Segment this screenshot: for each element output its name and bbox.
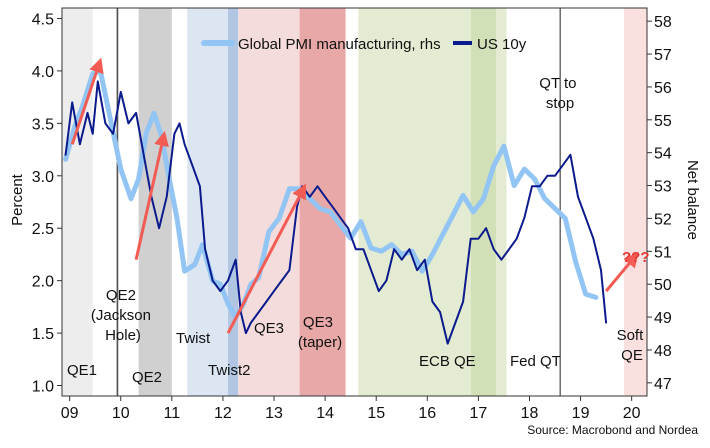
right-tick-label-11: 58 bbox=[654, 14, 672, 31]
period-band-0 bbox=[62, 8, 93, 396]
annotation-twist: Twist bbox=[176, 330, 211, 347]
trend-arrow-1 bbox=[134, 130, 169, 261]
left-tick-label-3: 2.5 bbox=[32, 221, 54, 238]
left-tick-label-2: 2.0 bbox=[32, 274, 54, 291]
left-tick-label-4: 3.0 bbox=[32, 169, 54, 186]
annotation-qe1: QE1 bbox=[67, 362, 97, 379]
period-band-6 bbox=[299, 8, 346, 396]
annotation-qt-to-stop: QT to stop bbox=[539, 75, 580, 112]
series-line-us-10y bbox=[64, 80, 608, 345]
annotation-ecb-qe: ECB QE bbox=[419, 353, 476, 370]
x-tick-label-7: 16 bbox=[418, 405, 436, 422]
trend-arrow-3 bbox=[604, 252, 639, 293]
x-tick-label-9: 18 bbox=[521, 405, 539, 422]
annotation-qe3: QE3 bbox=[254, 320, 284, 337]
x-tick-label-0: 09 bbox=[61, 405, 79, 422]
annotation-qe2: QE2 bbox=[132, 369, 162, 386]
right-tick-label-2: 49 bbox=[654, 310, 672, 327]
x-tick-label-8: 17 bbox=[469, 405, 487, 422]
right-tick-label-6: 53 bbox=[654, 179, 672, 196]
x-tick-label-3: 12 bbox=[214, 405, 232, 422]
annotation-qe2-jh-line3: Hole) bbox=[105, 327, 141, 344]
trend-arrow-0 bbox=[70, 57, 104, 145]
policy-period-bands bbox=[62, 8, 647, 396]
right-axis-label: Net balance bbox=[684, 160, 701, 240]
annotation-qe3-taper-line2: (taper) bbox=[298, 334, 342, 351]
x-tick-label-11: 20 bbox=[623, 405, 641, 422]
right-tick-label-7: 54 bbox=[654, 146, 672, 163]
left-tick-label-7: 4.5 bbox=[32, 11, 54, 28]
annotation-qe2-jh-line1: QE2 bbox=[106, 287, 136, 304]
period-band-2 bbox=[138, 8, 172, 396]
right-axis: 47 48 49 50 51 52 53 54 55 56 57 58 bbox=[647, 14, 672, 393]
annotation-qt-to-stop-line1: QT to bbox=[539, 75, 576, 92]
annotations: QE1 QE2 (Jackson Hole) QE2 Twist Twist2 … bbox=[67, 75, 650, 386]
annotation-soft-qe: Soft QE bbox=[617, 327, 648, 364]
annotation-fed-qt: Fed QT bbox=[510, 353, 561, 370]
x-tick-label-1: 10 bbox=[112, 405, 130, 422]
x-tick-label-2: 11 bbox=[164, 405, 181, 422]
annotation-soft-qe-line2: QE bbox=[621, 347, 643, 364]
series-lines bbox=[63, 68, 608, 345]
legend-label-us10y: US 10y bbox=[477, 36, 527, 53]
trend-arrow-2 bbox=[226, 183, 307, 334]
period-band-1 bbox=[117, 8, 119, 396]
right-tick-label-1: 48 bbox=[654, 343, 672, 360]
annotation-question-marks: ??? bbox=[622, 249, 650, 266]
x-tick-label-4: 13 bbox=[265, 405, 283, 422]
period-band-3 bbox=[187, 8, 229, 396]
period-band-4 bbox=[228, 8, 239, 396]
annotation-twist2: Twist2 bbox=[208, 362, 251, 379]
annotation-qe3-taper: QE3 (taper) bbox=[298, 314, 342, 351]
right-tick-label-8: 55 bbox=[654, 113, 672, 130]
trend-arrows bbox=[70, 57, 639, 334]
right-tick-label-9: 56 bbox=[654, 80, 672, 97]
right-tick-label-4: 51 bbox=[654, 244, 672, 261]
left-tick-label-6: 4.0 bbox=[32, 64, 54, 81]
x-axis: 09 10 11 12 13 14 15 16 17 18 19 20 bbox=[61, 396, 641, 422]
right-tick-label-3: 50 bbox=[654, 277, 672, 294]
left-tick-label-0: 1.0 bbox=[32, 379, 54, 396]
source-note: Source: Macrobond and Nordea bbox=[527, 423, 698, 437]
right-tick-label-5: 52 bbox=[654, 211, 672, 228]
left-axis: 1.0 1.5 2.0 2.5 3.0 3.5 4.0 4.5 bbox=[32, 11, 62, 396]
period-band-9 bbox=[496, 8, 507, 396]
x-tick-label-6: 15 bbox=[367, 405, 385, 422]
vertical-markers bbox=[116, 8, 561, 396]
period-band-5 bbox=[238, 8, 300, 396]
x-tick-label-5: 14 bbox=[316, 405, 334, 422]
period-band-7 bbox=[358, 8, 471, 396]
legend: Global PMI manufacturing, rhs US 10y bbox=[201, 36, 527, 53]
annotation-qt-to-stop-line2: stop bbox=[546, 95, 574, 112]
left-tick-label-1: 1.5 bbox=[32, 326, 54, 343]
period-band-10 bbox=[624, 8, 647, 396]
annotation-qe3-taper-line1: QE3 bbox=[303, 314, 333, 331]
annotation-qe2-jackson-hole: QE2 (Jackson Hole) bbox=[91, 287, 155, 344]
plot-frame bbox=[61, 7, 648, 397]
series-line-global-pmi bbox=[63, 68, 599, 320]
x-tick-label-10: 19 bbox=[572, 405, 590, 422]
legend-label-pmi: Global PMI manufacturing, rhs bbox=[238, 36, 441, 53]
right-tick-label-10: 57 bbox=[654, 47, 672, 64]
annotation-qe2-jh-line2: (Jackson bbox=[91, 307, 151, 324]
right-tick-label-0: 47 bbox=[654, 376, 672, 393]
annotation-soft-qe-line1: Soft bbox=[617, 327, 645, 344]
left-tick-label-5: 3.5 bbox=[32, 116, 54, 133]
left-axis-label: Percent bbox=[9, 173, 26, 226]
